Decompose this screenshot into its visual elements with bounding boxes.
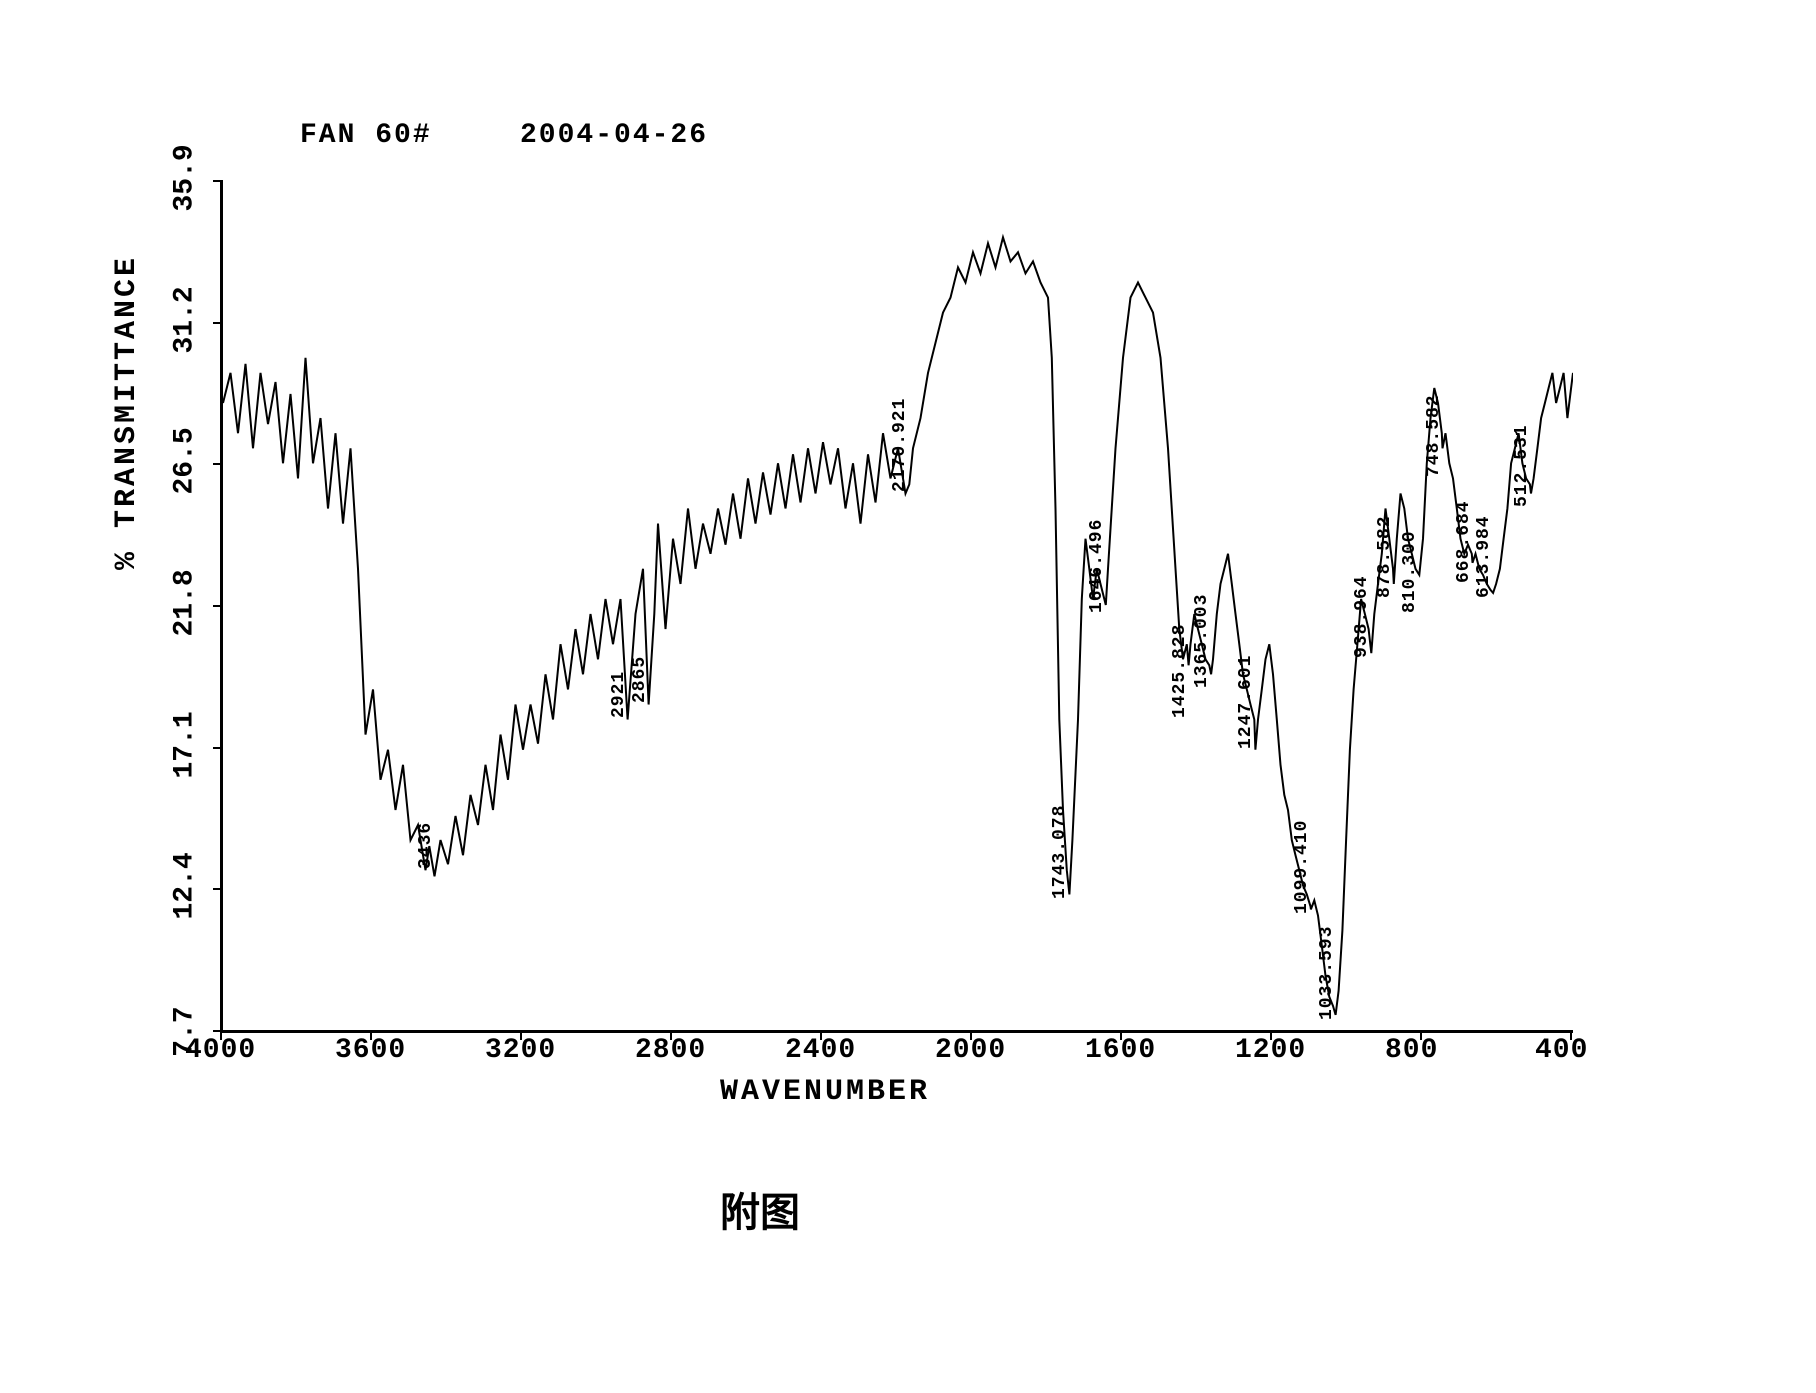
y-axis-label: % TRANSMITTANCE bbox=[110, 255, 144, 570]
y-tick-label: 21.8 bbox=[170, 577, 201, 637]
peak-label: 878.582 bbox=[1375, 515, 1395, 598]
peak-label: 1247.601 bbox=[1236, 654, 1256, 748]
y-tick-label: 26.5 bbox=[170, 435, 201, 495]
ir-spectrum-chart: FAN 60# 2004-04-26 % TRANSMITTANCE WAVEN… bbox=[100, 120, 1600, 1120]
y-tick-label: 17.1 bbox=[170, 718, 201, 778]
peak-label: 1646.496 bbox=[1087, 519, 1107, 613]
peak-label: 1033.593 bbox=[1317, 925, 1337, 1019]
y-tick-label: 35.9 bbox=[170, 152, 201, 212]
figure-caption: 附图 bbox=[720, 1180, 800, 1238]
x-axis-label: WAVENUMBER bbox=[720, 1075, 930, 1109]
y-tick-label: 12.4 bbox=[170, 860, 201, 920]
peak-label: 613.984 bbox=[1474, 515, 1494, 598]
peak-label: 3436 bbox=[416, 822, 436, 869]
chart-title-right: 2004-04-26 bbox=[520, 120, 708, 151]
peak-label: 2921 bbox=[609, 671, 629, 718]
peak-label: 1743.078 bbox=[1050, 805, 1070, 899]
peak-label: 748.582 bbox=[1424, 395, 1444, 478]
peak-label: 2170.921 bbox=[890, 398, 910, 492]
chart-title-left: FAN 60# bbox=[300, 120, 432, 151]
peak-label: 2865 bbox=[630, 656, 650, 703]
peak-label: 938.964 bbox=[1352, 576, 1372, 659]
x-tick-label: 800 bbox=[1385, 1035, 1438, 1066]
peak-label: 1365.003 bbox=[1192, 594, 1212, 688]
peak-label: 810.300 bbox=[1400, 530, 1420, 613]
peak-label: 668.684 bbox=[1454, 500, 1474, 583]
x-tick-label: 400 bbox=[1535, 1035, 1588, 1066]
peak-label: 1425.828 bbox=[1170, 624, 1190, 718]
y-tick-label: 31.2 bbox=[170, 293, 201, 353]
peak-label: 512.531 bbox=[1512, 425, 1532, 508]
peak-label: 1099.410 bbox=[1292, 820, 1312, 914]
